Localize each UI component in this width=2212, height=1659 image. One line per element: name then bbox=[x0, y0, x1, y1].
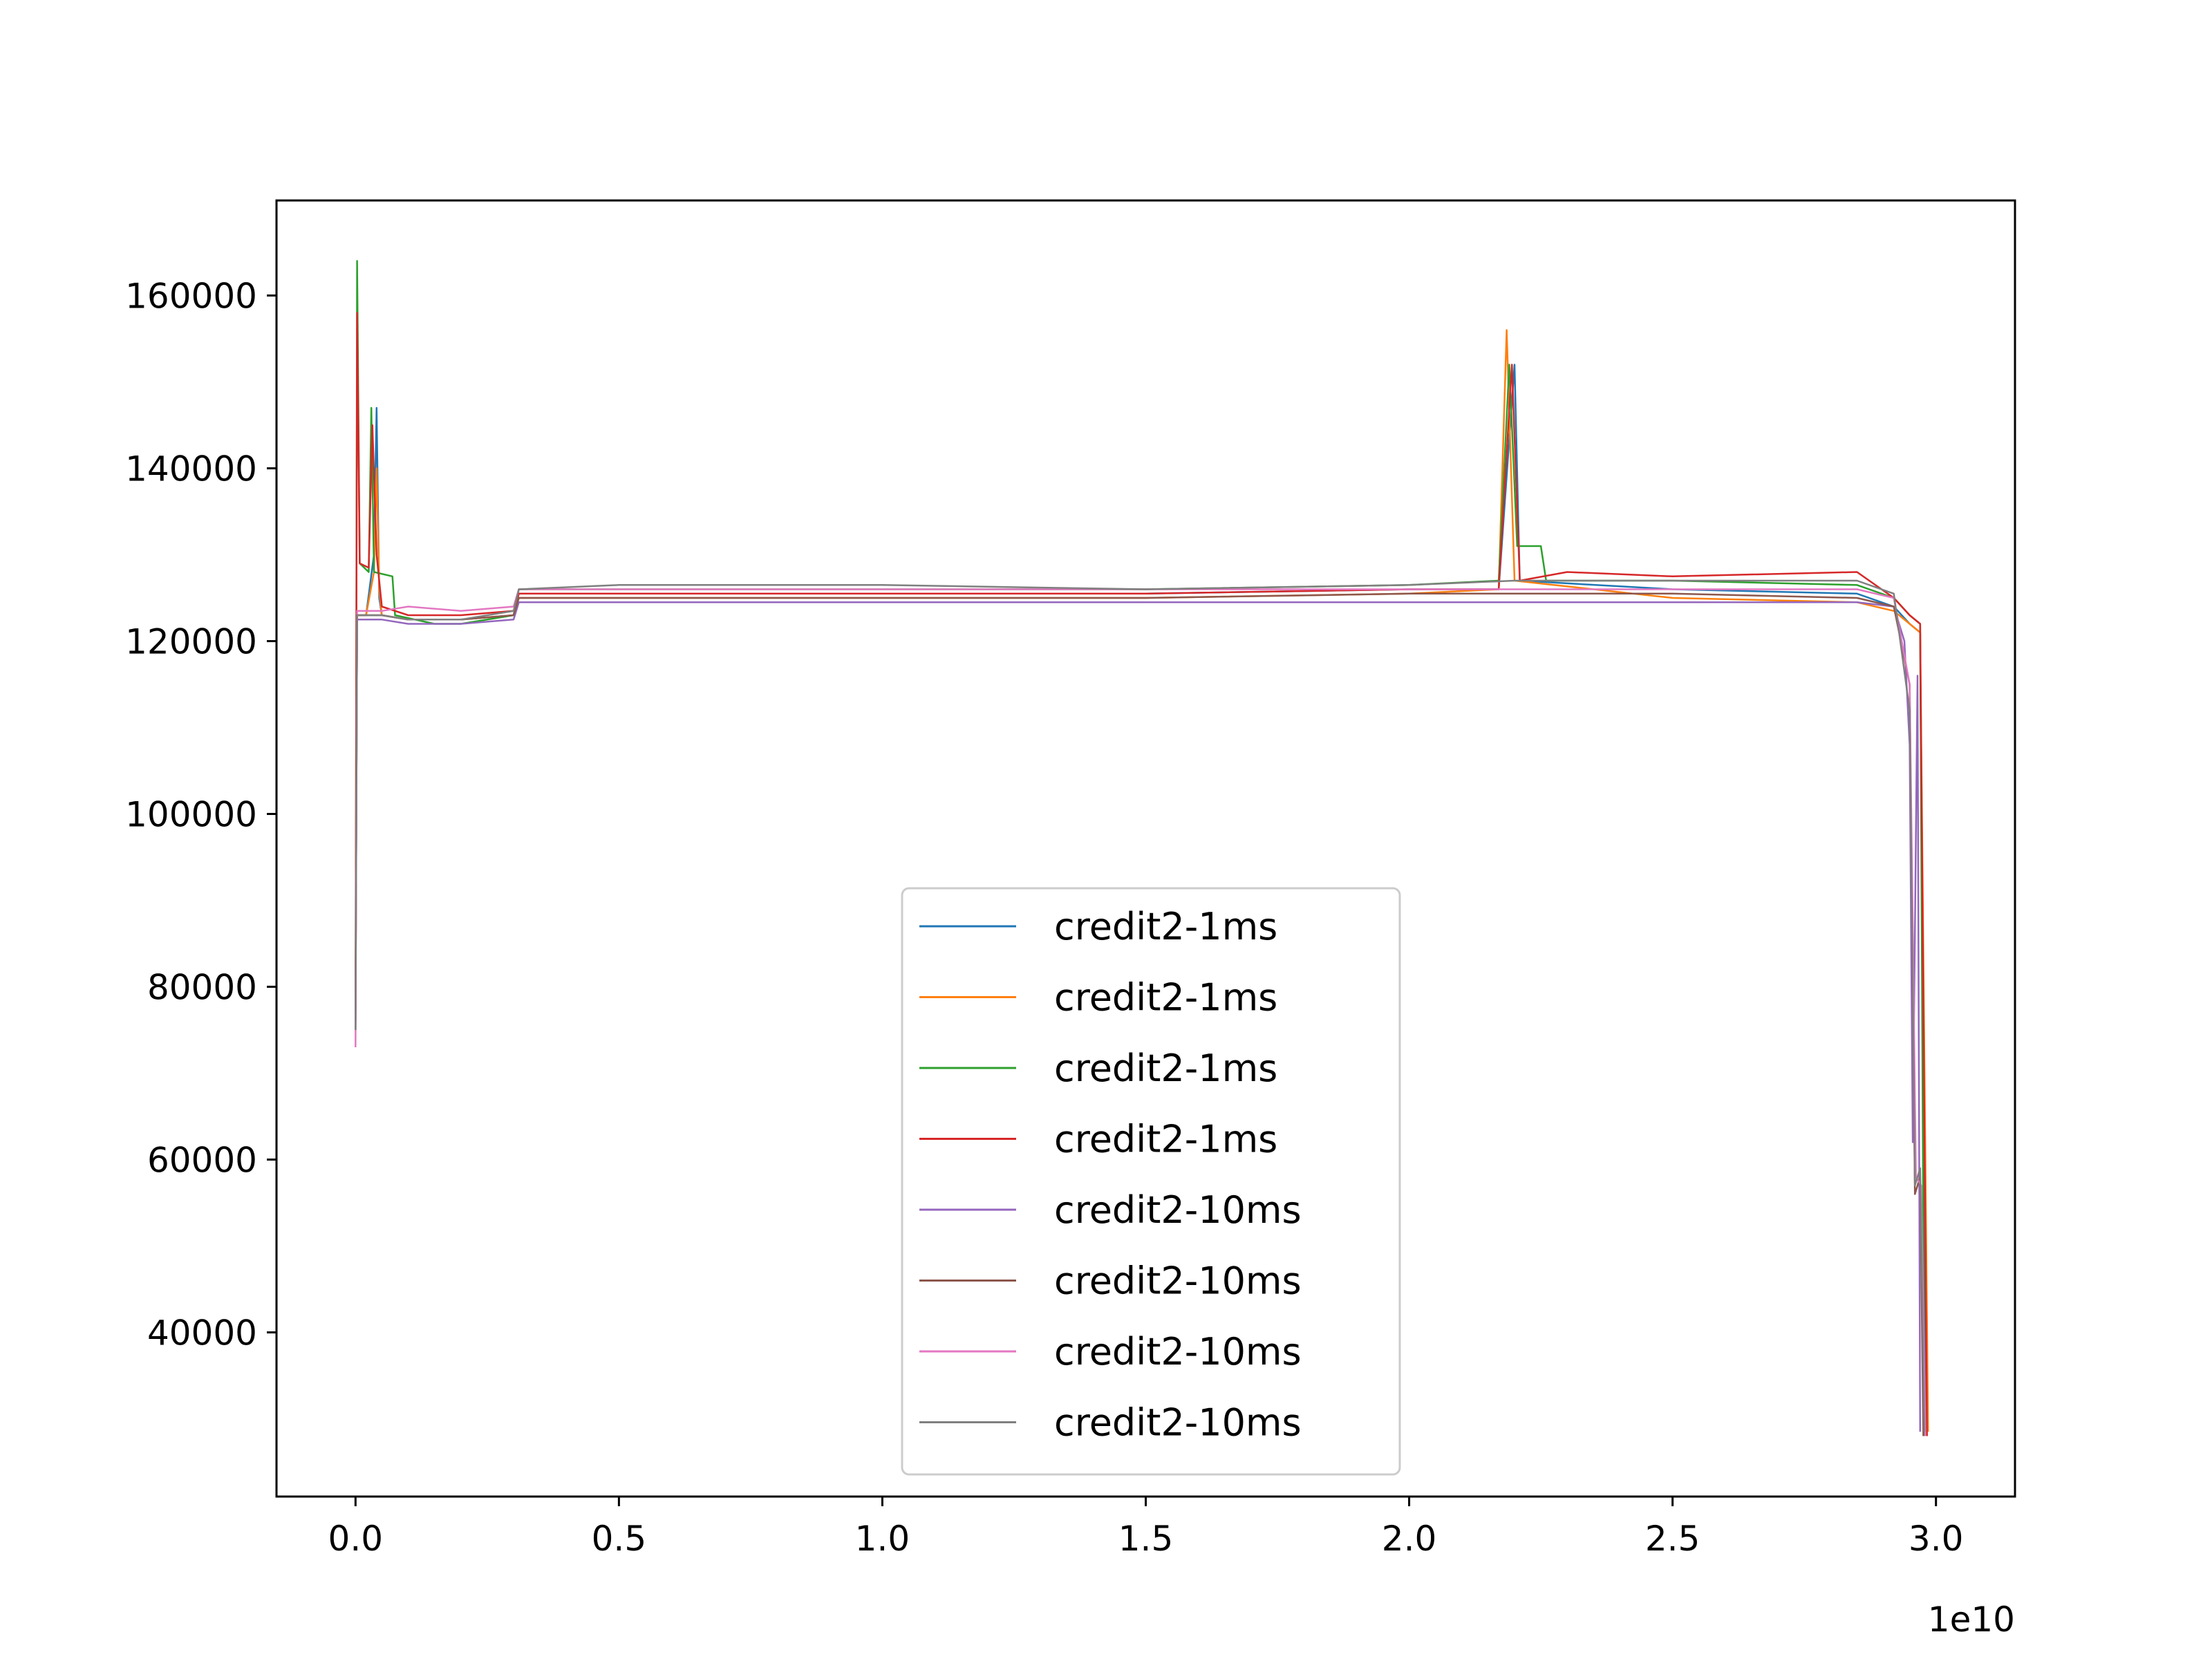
legend-box bbox=[901, 887, 1401, 1476]
x-tick-label: 0.5 bbox=[592, 1519, 647, 1559]
legend: credit2-1ms credit2-1ms credit2-1ms credit2… bbox=[901, 887, 1401, 1476]
legend-label: credit2-10ms bbox=[1054, 1330, 1302, 1374]
y-tick-label: 40000 bbox=[147, 1313, 257, 1353]
y-tick-label: 140000 bbox=[125, 449, 257, 489]
x-tick-label: 1.0 bbox=[855, 1519, 910, 1559]
series-layer bbox=[355, 260, 1929, 1436]
series-line-8 bbox=[355, 579, 1926, 1432]
legend-label: credit2-10ms bbox=[1054, 1401, 1302, 1445]
y-axis: 40000 60000 80000 100000 120000 140000 160000 bbox=[125, 276, 276, 1353]
x-tick-label: 2.0 bbox=[1382, 1519, 1437, 1559]
y-tick-label: 60000 bbox=[147, 1141, 257, 1181]
series-line-4 bbox=[355, 312, 1928, 1436]
legend-label: credit2-1ms bbox=[1054, 976, 1277, 1020]
legend-label: credit2-1ms bbox=[1054, 1047, 1277, 1090]
x-tick-label: 3.0 bbox=[1909, 1519, 1964, 1559]
y-tick-label: 120000 bbox=[125, 622, 257, 662]
x-tick-label: 0.0 bbox=[328, 1519, 384, 1559]
x-tick-label: 2.5 bbox=[1645, 1519, 1700, 1559]
legend-label: credit2-10ms bbox=[1054, 1188, 1302, 1232]
x-offset-label: 1e10 bbox=[1928, 1600, 2015, 1640]
legend-label: credit2-1ms bbox=[1054, 1118, 1277, 1161]
y-tick-label: 100000 bbox=[125, 795, 257, 835]
x-tick-label: 1.5 bbox=[1118, 1519, 1174, 1559]
y-tick-label: 160000 bbox=[125, 276, 257, 317]
legend-label: credit2-10ms bbox=[1054, 1259, 1302, 1303]
x-axis: 0.0 0.5 1.0 1.5 2.0 2.5 3.0 bbox=[328, 1497, 1964, 1559]
y-tick-label: 80000 bbox=[147, 968, 257, 1008]
legend-label: credit2-1ms bbox=[1054, 905, 1277, 948]
